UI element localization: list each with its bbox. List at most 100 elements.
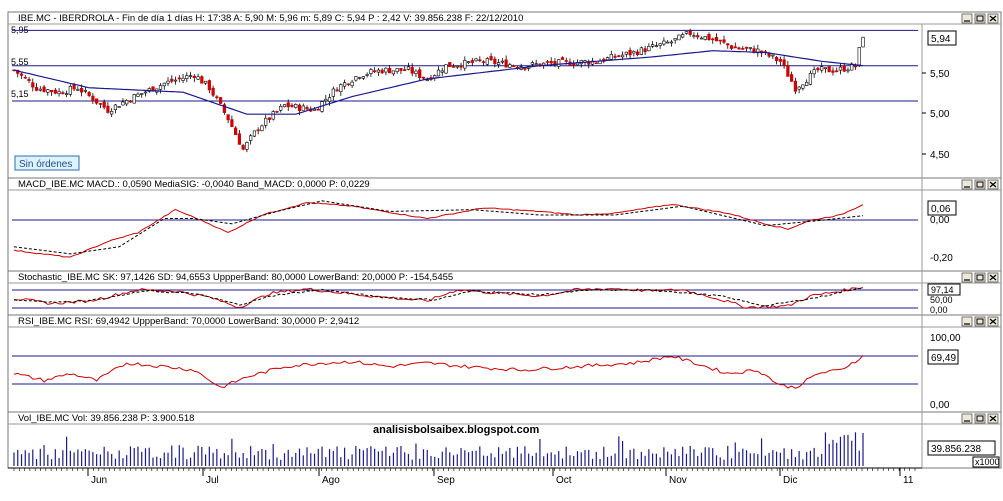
- panel-4-maximize-button[interactable]: [974, 413, 986, 424]
- orders-badge[interactable]: Sin órdenes: [14, 155, 80, 171]
- candle: [666, 40, 670, 44]
- candle: [391, 70, 396, 76]
- candle: [481, 60, 486, 67]
- candle: [46, 88, 50, 96]
- rsi-line: [13, 354, 864, 389]
- panel-3-minimize-button[interactable]: [961, 316, 973, 327]
- panel-2-maximize-button[interactable]: [974, 272, 986, 283]
- panel-1-maximize-button[interactable]: [974, 179, 986, 190]
- panel-1-minimize-button[interactable]: [961, 179, 973, 190]
- candle: [838, 62, 843, 75]
- panel-0-close-button[interactable]: [987, 13, 999, 24]
- candle: [376, 68, 381, 76]
- candle: [185, 72, 189, 83]
- candle: [684, 31, 689, 35]
- candle: [459, 62, 463, 71]
- candle: [42, 84, 46, 93]
- candle: [790, 71, 794, 82]
- candle: [143, 90, 148, 97]
- panel-2-minimize-button[interactable]: [961, 272, 973, 283]
- candle: [846, 67, 850, 74]
- candle: [478, 56, 482, 63]
- candle: [617, 54, 621, 58]
- rsi-tick-0: 0,00: [930, 400, 950, 411]
- candle: [358, 76, 362, 80]
- vol-panel: Vol_IBE.MC Vol: 39.856.238 P: 3.900.518: [7, 411, 1002, 469]
- candle: [177, 75, 181, 83]
- rsi-last-value: 69,49: [931, 353, 956, 364]
- panel-0-minimize-button[interactable]: [961, 13, 973, 24]
- candle: [320, 101, 324, 113]
- candle: [339, 83, 343, 96]
- candle: [113, 103, 118, 114]
- candle: [335, 87, 339, 92]
- candle: [49, 89, 54, 96]
- panel-4-minimize-button[interactable]: [961, 413, 973, 424]
- rsi-scale: 100,00 0,00 69,49: [927, 333, 961, 411]
- panel-1-close-button[interactable]: [987, 179, 999, 190]
- candle: [34, 83, 39, 92]
- candle: [215, 95, 219, 100]
- candle: [53, 87, 57, 95]
- panel-3-close-button[interactable]: [987, 316, 999, 327]
- panel-2-close-button[interactable]: [987, 272, 999, 283]
- price-label-mid: 5,55: [11, 57, 29, 67]
- candle: [83, 86, 87, 94]
- candle: [786, 61, 790, 77]
- candle: [703, 36, 707, 41]
- candle: [647, 43, 651, 52]
- candle: [654, 41, 658, 48]
- price-last-box: [927, 30, 957, 46]
- candle: [173, 76, 178, 85]
- volume-bars: [13, 432, 864, 466]
- macd-line: [13, 202, 864, 258]
- candle: [850, 62, 854, 71]
- candle: [406, 62, 411, 71]
- candle: [835, 67, 839, 73]
- candle: [594, 62, 598, 65]
- candle: [234, 126, 238, 136]
- macd-tick-zero: 0,00: [930, 215, 950, 226]
- macd-tick-neg: -0,20: [930, 253, 953, 264]
- candle: [651, 41, 655, 49]
- candle: [342, 79, 347, 90]
- candle: [451, 63, 456, 68]
- macd-panel: MACD_IBE.MC MACD.: 0,0590 MediaSIG: -0,0…: [7, 177, 1002, 272]
- candle: [801, 84, 805, 91]
- candle: [211, 85, 215, 98]
- vol-multiplier-box: [972, 456, 1000, 468]
- candle: [504, 55, 508, 68]
- candle: [203, 80, 208, 85]
- candle: [264, 114, 268, 129]
- candle: [31, 78, 35, 92]
- panel-0-maximize-button[interactable]: [974, 13, 986, 24]
- candle: [718, 39, 722, 45]
- candle: [677, 34, 681, 41]
- stoch-last-box: [927, 283, 961, 296]
- candle: [286, 99, 290, 111]
- candle: [669, 39, 674, 47]
- vol-last-value: 39.856.238: [931, 444, 981, 455]
- candle: [136, 92, 140, 97]
- candle: [166, 77, 170, 87]
- stoch-tick-0: 0,00: [930, 305, 948, 315]
- candle: [222, 102, 226, 115]
- candle: [572, 60, 576, 69]
- candle: [294, 103, 298, 109]
- candle: [252, 130, 257, 138]
- price-label-low: 5,15: [11, 89, 29, 99]
- candle: [324, 95, 328, 105]
- panel-3-maximize-button[interactable]: [974, 316, 986, 327]
- candle: [474, 57, 478, 62]
- candle: [831, 67, 835, 76]
- panel-4-close-button[interactable]: [987, 413, 999, 424]
- vol-multiplier: x1000: [975, 457, 1000, 467]
- candle: [237, 129, 242, 145]
- candle: [373, 67, 377, 73]
- rsi-last-box: [927, 349, 959, 365]
- candle: [245, 141, 249, 153]
- month-11: 11: [903, 475, 914, 486]
- candle: [226, 114, 230, 124]
- candle: [782, 56, 786, 69]
